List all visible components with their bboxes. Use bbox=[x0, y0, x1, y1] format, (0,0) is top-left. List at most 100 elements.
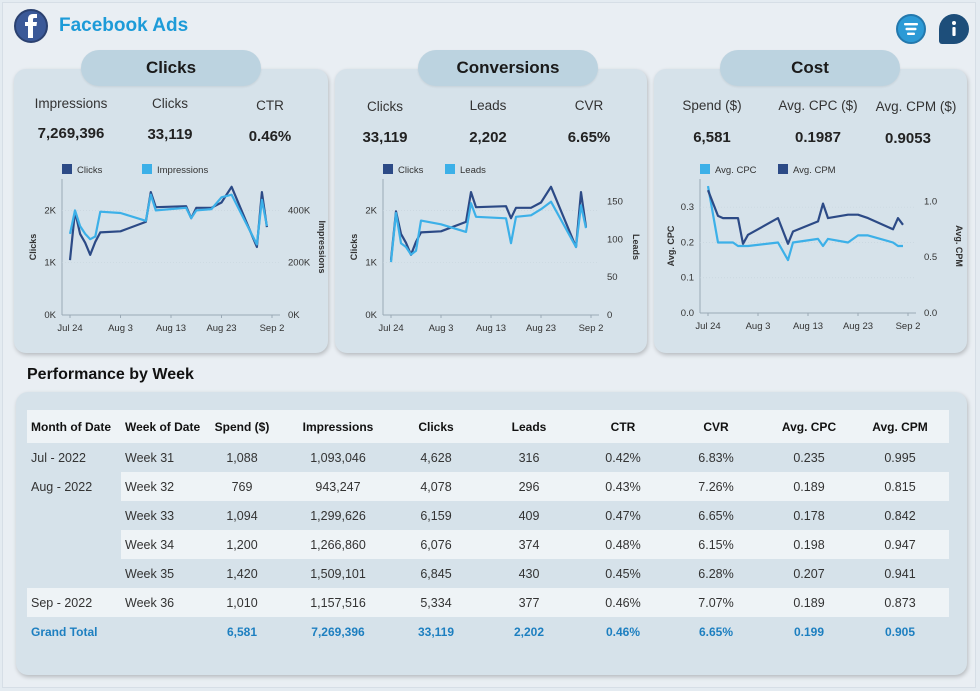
conversions-card bbox=[335, 69, 647, 353]
col-header-clicks[interactable]: Clicks bbox=[395, 410, 477, 443]
y-tick-left: 0K bbox=[44, 310, 56, 321]
table-header-row: Month of Date Week of Date Spend ($) Imp… bbox=[27, 410, 949, 443]
x-tick-label: Aug 13 bbox=[476, 323, 506, 334]
cell-total-ctr: 0.46% bbox=[605, 624, 641, 639]
kpi-value-cvr: 6.65% bbox=[567, 129, 611, 146]
cell-ctr: 0.42% bbox=[605, 450, 641, 465]
kpi-label-avg-cpc: Avg. CPC ($) bbox=[778, 98, 858, 113]
kpi-label-impressions: Impressions bbox=[34, 96, 108, 111]
cell-week: Week 35 bbox=[125, 566, 175, 581]
x-tick-label: Sep 2 bbox=[579, 323, 604, 334]
table-row: Week 33 1,094 1,299,626 6,159 409 0.47% … bbox=[27, 501, 949, 530]
col-header-ctr[interactable]: CTR bbox=[581, 410, 665, 443]
facebook-logo-icon bbox=[14, 9, 48, 43]
col-header-avg-cpc[interactable]: Avg. CPC bbox=[767, 410, 851, 443]
x-tick-label: Aug 3 bbox=[746, 321, 771, 332]
cell-week: Week 33 bbox=[125, 508, 175, 523]
cost-card-title: Cost bbox=[720, 50, 900, 86]
cell-month bbox=[27, 530, 121, 559]
cell-spend: 1,200 bbox=[203, 530, 281, 559]
table-row: Week 34 1,200 1,266,860 6,076 374 0.48% … bbox=[27, 530, 949, 559]
cell-total-cpc: 0.199 bbox=[793, 624, 825, 639]
x-tick-label: Aug 13 bbox=[793, 321, 823, 332]
cell-month: Aug - 2022 bbox=[31, 479, 93, 494]
cell-spend: 1,420 bbox=[226, 566, 258, 581]
cell-cpm: 0.947 bbox=[851, 530, 949, 559]
x-tick-label: Aug 23 bbox=[206, 323, 236, 334]
kpi-value-impressions: 7,269,396 bbox=[37, 125, 105, 142]
performance-table-card: Month of Date Week of Date Spend ($) Imp… bbox=[16, 392, 967, 675]
y-axis-title-left: Avg. CPC bbox=[666, 225, 676, 266]
cell-leads: 377 bbox=[477, 588, 581, 617]
series-line-leads bbox=[389, 200, 588, 263]
cell-cpm: 0.941 bbox=[884, 566, 916, 581]
info-icon[interactable] bbox=[939, 14, 969, 44]
y-tick-right: 200K bbox=[288, 258, 311, 269]
kpi-label-clicks-conv: Clicks bbox=[367, 99, 403, 114]
col-header-impressions[interactable]: Impressions bbox=[281, 410, 395, 443]
kpi-label-clicks: Clicks bbox=[152, 96, 188, 111]
cell-clicks: 4,628 bbox=[420, 450, 452, 465]
cell-ctr: 0.43% bbox=[581, 472, 665, 501]
legend-label: Avg. CPC bbox=[715, 165, 757, 176]
cell-week: Week 32 bbox=[121, 472, 203, 501]
cell-cvr: 7.07% bbox=[665, 588, 767, 617]
performance-table: Month of Date Week of Date Spend ($) Imp… bbox=[27, 410, 949, 646]
table-row: Jul - 2022 Week 31 1,088 1,093,046 4,628… bbox=[27, 443, 949, 472]
cell-cpm: 0.995 bbox=[884, 450, 916, 465]
filter-menu-icon[interactable] bbox=[896, 14, 926, 44]
col-header-week[interactable]: Week of Date bbox=[121, 410, 203, 443]
clicks-leads-chart: Clicks Leads 0K 1K 2K 0 50 100 150 Jul 24 Aug 3 Aug… bbox=[349, 164, 641, 334]
performance-section-title: Performance by Week bbox=[27, 366, 194, 383]
y-tick-right: 0K bbox=[288, 310, 300, 321]
kpi-label-ctr: CTR bbox=[256, 98, 284, 113]
kpi-label-cvr: CVR bbox=[574, 98, 604, 113]
series-line-avg-cpc bbox=[706, 185, 903, 262]
y-tick-left: 1K bbox=[365, 258, 377, 269]
cell-total-label: Grand Total bbox=[31, 624, 98, 639]
cell-ctr: 0.45% bbox=[605, 566, 641, 581]
col-header-cvr[interactable]: CVR bbox=[665, 410, 767, 443]
cell-total-cvr: 6.65% bbox=[698, 624, 734, 639]
col-header-leads[interactable]: Leads bbox=[477, 410, 581, 443]
legend-label: Clicks bbox=[77, 165, 103, 176]
clicks-card-title: Clicks bbox=[81, 50, 261, 86]
y-tick-left: 2K bbox=[365, 205, 377, 216]
x-tick-label: Aug 3 bbox=[429, 323, 454, 334]
app-title: Facebook Ads bbox=[59, 15, 189, 36]
cell-cpm: 0.842 bbox=[884, 508, 916, 523]
cell-spend: 769 bbox=[203, 472, 281, 501]
cell-cvr: 6.28% bbox=[698, 566, 734, 581]
cell-month: Jul - 2022 bbox=[31, 450, 86, 465]
cell-cpc: 0.198 bbox=[767, 530, 851, 559]
kpi-value-clicks-conv: 33,119 bbox=[362, 129, 408, 146]
cell-cpc: 0.189 bbox=[767, 588, 851, 617]
y-tick-right: 0.5 bbox=[924, 252, 937, 263]
cell-spend: 1,088 bbox=[226, 450, 258, 465]
cell-total-week bbox=[121, 617, 203, 646]
legend-swatch bbox=[778, 164, 788, 174]
cost-card bbox=[654, 69, 967, 353]
x-tick-label: Sep 2 bbox=[896, 321, 921, 332]
legend-label: Leads bbox=[460, 165, 486, 176]
col-header-spend[interactable]: Spend ($) bbox=[203, 410, 281, 443]
cell-cvr: 7.26% bbox=[665, 472, 767, 501]
series-line-impressions bbox=[68, 193, 268, 246]
cell-leads: 296 bbox=[477, 472, 581, 501]
cell-clicks: 6,845 bbox=[420, 566, 452, 581]
col-header-month[interactable]: Month of Date bbox=[27, 410, 121, 443]
legend-swatch bbox=[700, 164, 710, 174]
cell-impressions: 1,157,516 bbox=[281, 588, 395, 617]
kpi-label-avg-cpm: Avg. CPM ($) bbox=[875, 99, 957, 114]
y-tick-left: 0.3 bbox=[681, 202, 694, 213]
table-row: Week 35 1,420 1,509,101 6,845 430 0.45% … bbox=[27, 559, 949, 588]
kpi-value-avg-cpc: 0.1987 bbox=[795, 129, 841, 146]
col-header-avg-cpm[interactable]: Avg. CPM bbox=[851, 410, 949, 443]
cpc-cpm-chart: Avg. CPC Avg. CPM 0.0 0.1 0.2 0.3 0.0 0.5 1.0 Jul… bbox=[666, 164, 964, 332]
x-tick-label: Aug 23 bbox=[843, 321, 873, 332]
clicks-impressions-chart: Clicks Impressions 0K 1K 2K 0K 200K 400K Jul 24 A… bbox=[28, 164, 327, 334]
cell-month bbox=[27, 559, 121, 588]
cell-ctr: 0.47% bbox=[605, 508, 641, 523]
cell-month: Sep - 2022 bbox=[27, 588, 121, 617]
